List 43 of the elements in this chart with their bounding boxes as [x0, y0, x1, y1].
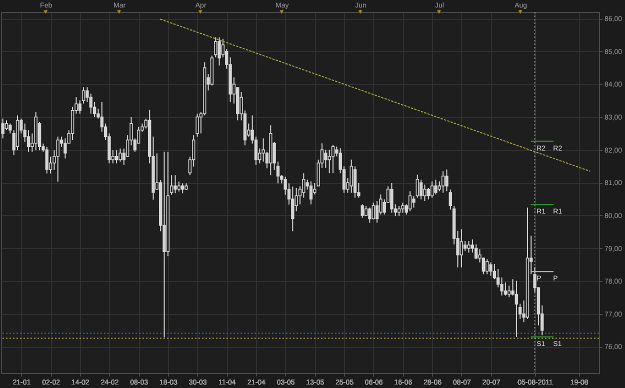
candlestick: [56, 136, 60, 182]
candlestick: [1, 118, 4, 139]
candlestick: [434, 179, 438, 195]
candlestick: [419, 179, 423, 200]
candlestick: [445, 169, 448, 192]
candlestick: [214, 36, 218, 58]
candlestick: [401, 202, 404, 214]
candlestick: [504, 282, 508, 296]
candlestick: [114, 150, 118, 164]
candlestick: [412, 196, 416, 208]
candlestick: [196, 113, 199, 138]
candlestick: [486, 258, 489, 275]
candlestick: [4, 120, 8, 131]
candlestick: [489, 262, 492, 276]
candlestick: [423, 184, 426, 202]
candlestick: [328, 149, 331, 174]
candlestick: [430, 180, 434, 198]
candlestick: [390, 182, 394, 214]
candlestick: [372, 202, 375, 220]
candlestick: [309, 180, 313, 205]
candlestick: [360, 204, 364, 218]
candlestick: [177, 181, 181, 192]
candlestick: [467, 240, 470, 254]
candlestick: [181, 182, 184, 194]
candlestick: [291, 186, 294, 232]
candlestick: [331, 144, 335, 174]
candlestick: [463, 240, 467, 252]
candlestick: [474, 244, 478, 260]
candlestick: [508, 285, 511, 298]
candlestick: [426, 187, 430, 200]
candlestick: [174, 174, 177, 194]
candlestick: [397, 205, 401, 217]
candlestick: [441, 170, 445, 194]
candlestick: [45, 146, 48, 174]
candlestick: [460, 228, 464, 268]
candlestick: [408, 190, 412, 212]
candlestick: [218, 36, 221, 66]
candlestick: [89, 93, 92, 114]
candlestick: [514, 280, 518, 338]
candlestick: [118, 148, 122, 162]
candlestick: [416, 174, 419, 198]
candlestick: [496, 268, 500, 288]
candlestick: [368, 207, 372, 224]
